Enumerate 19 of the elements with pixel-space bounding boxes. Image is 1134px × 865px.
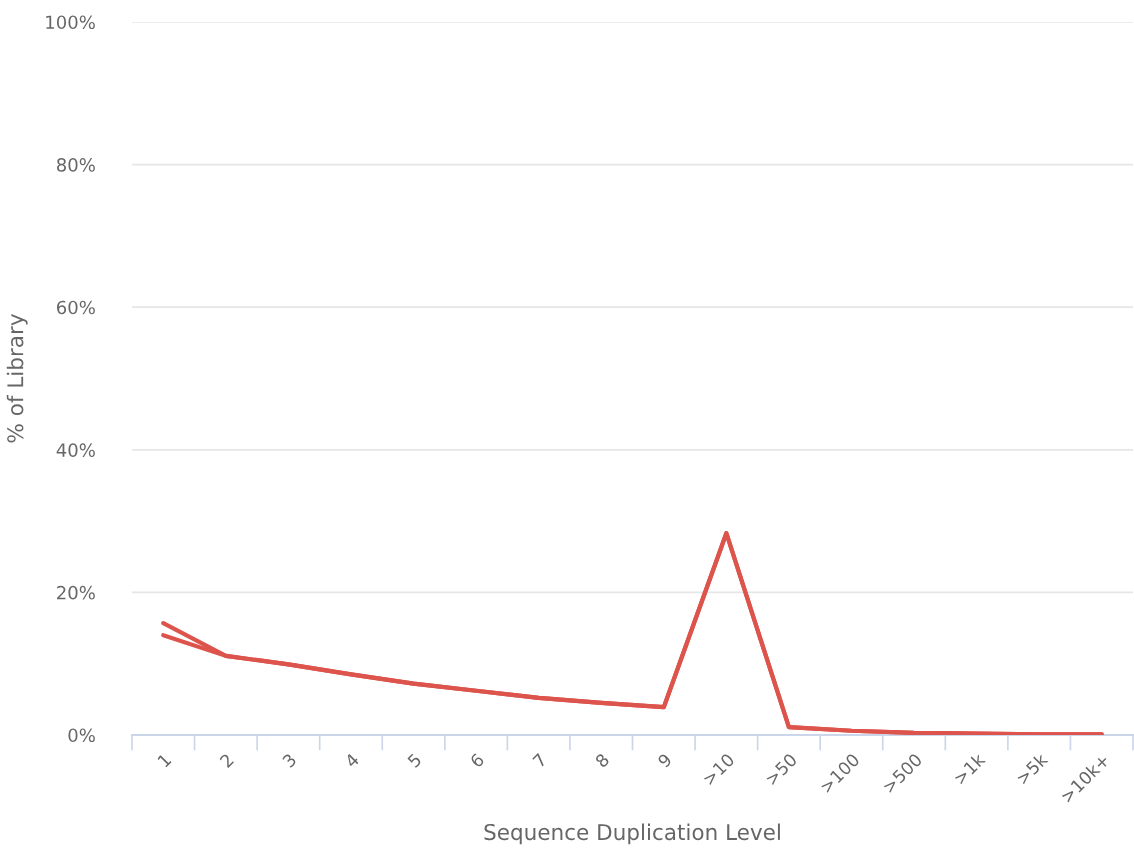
x-tick-label: 8 <box>594 752 610 769</box>
y-axis-title: % of Library <box>6 314 28 443</box>
x-tick-label: 6 <box>469 752 485 769</box>
x-tick-label: 5 <box>407 753 422 769</box>
y-tick-label: 20% <box>57 585 95 600</box>
x-tick-label: 2 <box>219 753 234 768</box>
x-tick-label: 4 <box>344 752 360 769</box>
y-tick-label: 0% <box>68 728 95 743</box>
x-tick-label: >1k <box>952 751 986 785</box>
x-axis-title: Sequence Duplication Level <box>484 823 780 845</box>
y-tick-label: 100% <box>46 15 95 30</box>
y-tick-label: 80% <box>56 158 95 172</box>
y-tick-label: 40% <box>56 443 95 457</box>
x-tick-label: 9 <box>656 752 673 769</box>
y-tick-label: 60% <box>57 300 95 315</box>
x-tick-label: 1 <box>157 753 172 768</box>
x-tick-label: 3 <box>281 752 297 769</box>
x-tick-label: >5k <box>1015 751 1049 786</box>
x-tick-label: 7 <box>532 753 547 768</box>
